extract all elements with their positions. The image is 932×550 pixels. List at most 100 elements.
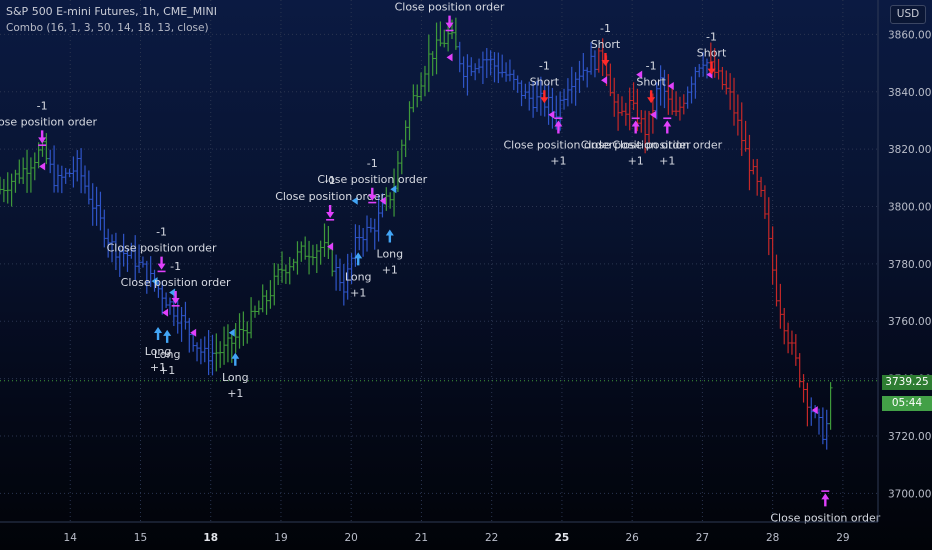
time-tick-label: 20 xyxy=(345,532,358,544)
signal-marker xyxy=(548,110,555,119)
signal-label: Long xyxy=(154,348,181,361)
signal-marker xyxy=(390,185,397,194)
signal-label: -1 xyxy=(600,22,611,35)
grid-lines xyxy=(0,0,878,522)
close-bar-mark xyxy=(821,490,830,492)
short-entry-arrow xyxy=(647,90,656,104)
signal-label: -1 xyxy=(706,31,717,44)
last-price-label: 3739.25 xyxy=(882,375,932,390)
time-axis[interactable]: 14 15 18 19 20 21 22 25 26 27 28 29 xyxy=(0,521,878,544)
signal-label: +1 xyxy=(382,263,398,276)
indicator-legend[interactable]: Combo (16, 1, 3, 50, 14, 18, 13, close) xyxy=(6,22,209,34)
signal-label: Close position order xyxy=(107,242,217,255)
signal-label: Close position order xyxy=(503,138,613,151)
close-order-arrow xyxy=(554,120,563,134)
signal-label: +1 xyxy=(227,387,243,400)
signal-marker xyxy=(811,406,818,415)
short-entry-arrow xyxy=(707,61,716,75)
long-entry-arrow xyxy=(231,352,240,366)
time-tick-label: 27 xyxy=(696,532,709,544)
signal-marker xyxy=(39,162,46,171)
signal-label: Close position order xyxy=(581,138,691,151)
time-tick-label: 26 xyxy=(625,532,639,544)
signal-marker xyxy=(601,76,608,85)
signal-label: Close position order xyxy=(0,115,98,128)
signal-label: Close position order xyxy=(275,190,385,203)
close-bar-mark xyxy=(157,270,166,273)
close-bar-mark xyxy=(38,144,47,147)
price-tick-label: 3760.00 xyxy=(888,316,931,328)
close-order-arrow xyxy=(821,493,830,507)
close-bar-mark xyxy=(631,117,640,120)
signal-label: Long xyxy=(345,270,372,283)
long-entry-arrow xyxy=(154,326,163,340)
price-tick-label: 3800.00 xyxy=(888,202,931,214)
close-bar-mark xyxy=(368,201,377,204)
signal-label: +1 xyxy=(159,364,175,377)
close-bar-mark xyxy=(554,117,563,120)
close-order-arrow xyxy=(631,120,640,134)
short-entry-arrow xyxy=(601,52,610,66)
short-entry-arrow xyxy=(540,90,549,104)
close-order-arrow xyxy=(326,204,335,218)
currency-button[interactable]: USD xyxy=(890,5,926,24)
signal-marker xyxy=(327,242,334,251)
signal-label: Close position order xyxy=(770,511,880,524)
signal-marker xyxy=(446,53,453,62)
signal-marker xyxy=(667,82,674,91)
signal-label: Short xyxy=(591,38,621,51)
close-order-arrow xyxy=(171,291,180,305)
price-tick-label: 3820.00 xyxy=(888,144,931,156)
signal-label: Close position order xyxy=(612,138,722,151)
bar-countdown-label: 05:44 xyxy=(882,396,932,411)
signal-label: Long xyxy=(145,345,172,358)
signal-label: Close position order xyxy=(317,173,427,186)
chart-title: S&P 500 E-mini Futures, 1h, CME_MINI xyxy=(6,5,217,18)
signal-label: +1 xyxy=(350,286,366,299)
price-bars xyxy=(0,17,833,450)
signal-label: -1 xyxy=(539,59,550,72)
signal-label: -1 xyxy=(325,174,336,187)
signal-marker xyxy=(351,196,358,205)
time-tick-label: 14 xyxy=(64,532,78,544)
close-order-arrow xyxy=(157,256,166,270)
price-tick-label: 3840.00 xyxy=(888,87,931,99)
time-tick-label: 25 xyxy=(555,532,570,544)
signal-label: -1 xyxy=(37,99,48,112)
close-order-arrow xyxy=(38,130,47,144)
price-tick-label: 3720.00 xyxy=(888,431,931,443)
signal-marker xyxy=(190,328,197,337)
long-entry-arrow xyxy=(163,329,172,343)
signal-label: Long xyxy=(222,371,249,384)
signal-label: Long xyxy=(377,247,404,260)
signal-marker xyxy=(151,277,158,286)
signal-label: +1 xyxy=(150,361,166,374)
signal-label: -1 xyxy=(156,226,167,239)
price-axis[interactable]: 3700.003720.003740.003760.003780.003800.… xyxy=(877,0,931,522)
long-entry-arrow xyxy=(354,252,363,266)
long-entry-arrow xyxy=(385,229,394,243)
time-tick-label: 15 xyxy=(134,532,147,544)
time-tick-label: 22 xyxy=(485,532,498,544)
signal-label: Short xyxy=(636,75,666,88)
signal-label: -1 xyxy=(646,59,657,72)
price-tick-label: 3780.00 xyxy=(888,259,931,271)
close-bar-mark xyxy=(171,305,180,307)
signal-marker xyxy=(169,288,176,297)
signal-label: -1 xyxy=(367,157,378,170)
signal-label: Close position order xyxy=(395,1,505,14)
signal-label: +1 xyxy=(628,154,644,167)
signal-marker xyxy=(650,110,657,119)
time-tick-label: 29 xyxy=(836,532,849,544)
signal-label: +1 xyxy=(659,154,675,167)
signal-label: +1 xyxy=(550,154,566,167)
signal-marker xyxy=(636,70,643,79)
signal-label: -1 xyxy=(170,260,181,273)
time-tick-label: 19 xyxy=(274,532,287,544)
close-order-arrow xyxy=(663,120,672,134)
signal-label: Short xyxy=(697,47,727,60)
close-bar-mark xyxy=(445,29,454,32)
